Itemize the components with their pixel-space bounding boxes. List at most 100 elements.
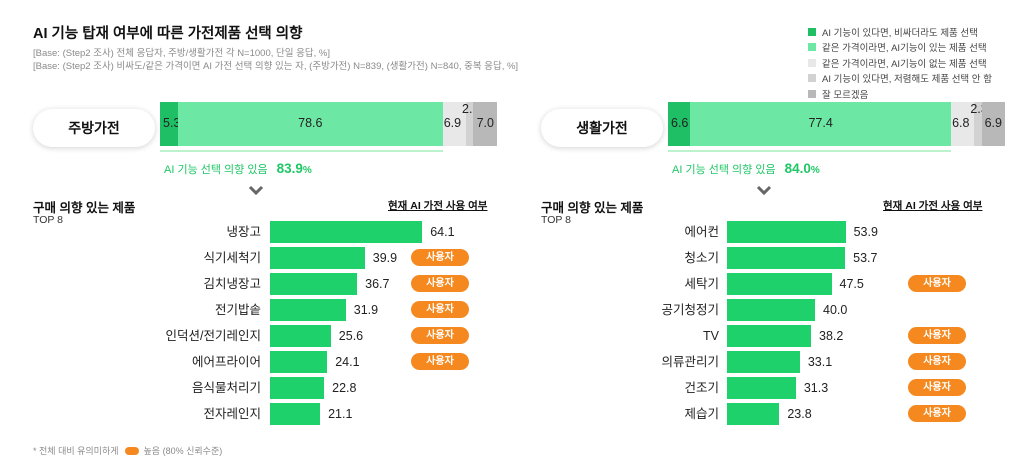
ai-intent-summary: AI 기능 선택 의향 있음 83.9% <box>164 161 312 177</box>
legend-item: 같은 가격이라면, AI기능이 없는 제품 선택 <box>808 55 992 71</box>
legend-item: AI 기능이 있다면, 비싸더라도 제품 선택 <box>808 24 992 40</box>
legend-swatch <box>808 27 816 36</box>
bar-category-label: 전기밥솥 <box>214 303 261 317</box>
stack-segment: 6.9 <box>981 102 1005 146</box>
ai-intent-unit: % <box>302 165 312 176</box>
bar <box>270 247 365 269</box>
stack-segment: 7.0 <box>473 102 497 146</box>
bar-category-label: 에어프라이어 <box>191 355 261 369</box>
bar-category-label: 김치냉장고 <box>203 277 261 291</box>
stack-segment: 6.9 <box>442 102 466 146</box>
ai-intent-value: 84.0 <box>784 161 811 176</box>
bar-category-label: 에어컨 <box>684 225 719 239</box>
bar-category-label: 제습기 <box>684 407 719 421</box>
user-badge: 사용자 <box>411 301 469 318</box>
bar-value-label: 53.9 <box>853 225 878 239</box>
ai-intent-value: 83.9 <box>276 161 303 176</box>
legend-label: AI 기능이 있다면, 저렴해도 제품 선택 안 함 <box>822 74 992 86</box>
bar-value-label: 24.1 <box>335 355 360 369</box>
chevron-down-icon <box>247 184 265 196</box>
bar <box>727 325 812 347</box>
bar-category-label: 전자레인지 <box>203 407 261 421</box>
bar-value-label: 22.8 <box>332 381 357 395</box>
legend-label: AI 기능이 있다면, 비싸더라도 제품 선택 <box>822 27 978 39</box>
user-badge: 사용자 <box>908 405 966 422</box>
ai-intent-label: AI 기능 선택 의향 있음 <box>672 164 776 176</box>
bar-value-label: 25.6 <box>338 329 364 343</box>
section-subtitle: TOP 8 <box>541 214 571 226</box>
stack-segment: 77.4 <box>690 102 952 146</box>
stack-segment-label: 78.6 <box>298 116 323 130</box>
legend-swatch <box>808 74 816 83</box>
legend-swatch <box>808 43 816 52</box>
selection-bracket <box>160 150 443 152</box>
bar-value-label: 31.9 <box>353 303 379 317</box>
stack-segment-label: 6.6 <box>671 116 689 130</box>
bar-category-label: 식기세척기 <box>203 251 261 265</box>
stacked-bar: 6.6 77.4 6.8 2.3 6.9 <box>668 102 1005 146</box>
bar <box>270 351 328 373</box>
stack-segment: 78.6 <box>177 102 443 146</box>
usage-header: 현재 AI 가전 사용 여부 <box>883 200 983 212</box>
user-badge: 사용자 <box>908 327 966 344</box>
stack-segment-label: 6.8 <box>952 116 970 130</box>
legend-item: 같은 가격이라면, AI기능이 있는 제품 선택 <box>808 40 992 56</box>
bar-value-label: 38.2 <box>819 329 844 343</box>
bar-category-label: 청소기 <box>684 251 719 265</box>
ai-intent-label: AI 기능 선택 의향 있음 <box>164 164 268 176</box>
ai-intent-summary: AI 기능 선택 의향 있음 84.0% <box>672 161 820 177</box>
bar <box>270 299 346 321</box>
legend-label: 같은 가격이라면, AI기능이 없는 제품 선택 <box>822 58 987 70</box>
usage-header: 현재 AI 가전 사용 여부 <box>388 200 488 212</box>
user-badge: 사용자 <box>908 275 966 292</box>
stack-segment-label: 6.9 <box>443 116 462 130</box>
stack-segment-label: 77.4 <box>808 116 833 130</box>
bar-category-label: 건조기 <box>684 381 719 395</box>
bar <box>727 351 800 373</box>
bar-value-label: 53.7 <box>853 251 878 265</box>
bar <box>727 273 832 295</box>
bar-value-label: 39.9 <box>372 251 398 265</box>
user-badge: 사용자 <box>411 353 469 370</box>
bar <box>270 377 325 399</box>
section-title: 구매 의향 있는 제품 <box>33 201 136 215</box>
stack-segment-label: 5.3 <box>163 116 181 130</box>
legend-item: AI 기능이 있다면, 저렴해도 제품 선택 안 함 <box>808 71 992 87</box>
base-note-2: [Base: (Step2 조사) 비싸도/같은 가격이면 AI 가전 선택 의… <box>33 61 519 72</box>
bar-category-label: 세탁기 <box>684 277 719 291</box>
user-badge: 사용자 <box>908 353 966 370</box>
bar-value-label: 64.1 <box>430 225 455 239</box>
bar-category-label: 냉장고 <box>226 225 261 239</box>
bar <box>727 403 780 425</box>
bar <box>270 403 321 425</box>
footnote-suffix: 높음 (80% 신뢰수준) <box>143 446 223 456</box>
base-note-1: [Base: (Step2 조사) 전체 응답자, 주방/생활가전 각 N=10… <box>33 48 330 59</box>
bar-value-label: 23.8 <box>787 407 812 421</box>
bar-category-label: 공기청정기 <box>661 303 719 317</box>
legend-label: 같은 가격이라면, AI기능이 있는 제품 선택 <box>822 43 987 55</box>
stack-segment: 5.3 <box>160 102 181 146</box>
user-badge: 사용자 <box>411 249 469 266</box>
stack-segment-label: 7.0 <box>476 116 494 130</box>
user-badge: 사용자 <box>908 379 966 396</box>
category-pill: 주방가전 <box>33 109 155 147</box>
section-title: 구매 의향 있는 제품 <box>541 201 644 215</box>
legend-swatch <box>808 58 816 67</box>
bar <box>727 247 846 269</box>
bar-category-label: 의류관리기 <box>661 355 719 369</box>
stack-segment: 2.2 <box>462 102 479 146</box>
bar <box>270 325 331 347</box>
bar-category-label: 인덕션/전기레인지 <box>165 329 261 343</box>
stacked-bar: 5.3 78.6 6.9 2.2 7.0 <box>160 102 497 146</box>
page-title: AI 기능 탑재 여부에 따른 가전제품 선택 의향 <box>33 26 303 42</box>
ai-intent-unit: % <box>810 165 820 176</box>
bar-value-label: 40.0 <box>823 303 848 317</box>
bar-value-label: 47.5 <box>839 277 864 291</box>
legend-label: 잘 모르겠음 <box>822 89 869 101</box>
bar-value-label: 36.7 <box>365 277 390 291</box>
user-badge: 사용자 <box>411 327 469 344</box>
stack-segment: 2.3 <box>970 102 988 146</box>
stack-segment-label: 6.9 <box>984 116 1002 130</box>
footnote-prefix: * 전체 대비 유의미하게 <box>33 446 119 456</box>
